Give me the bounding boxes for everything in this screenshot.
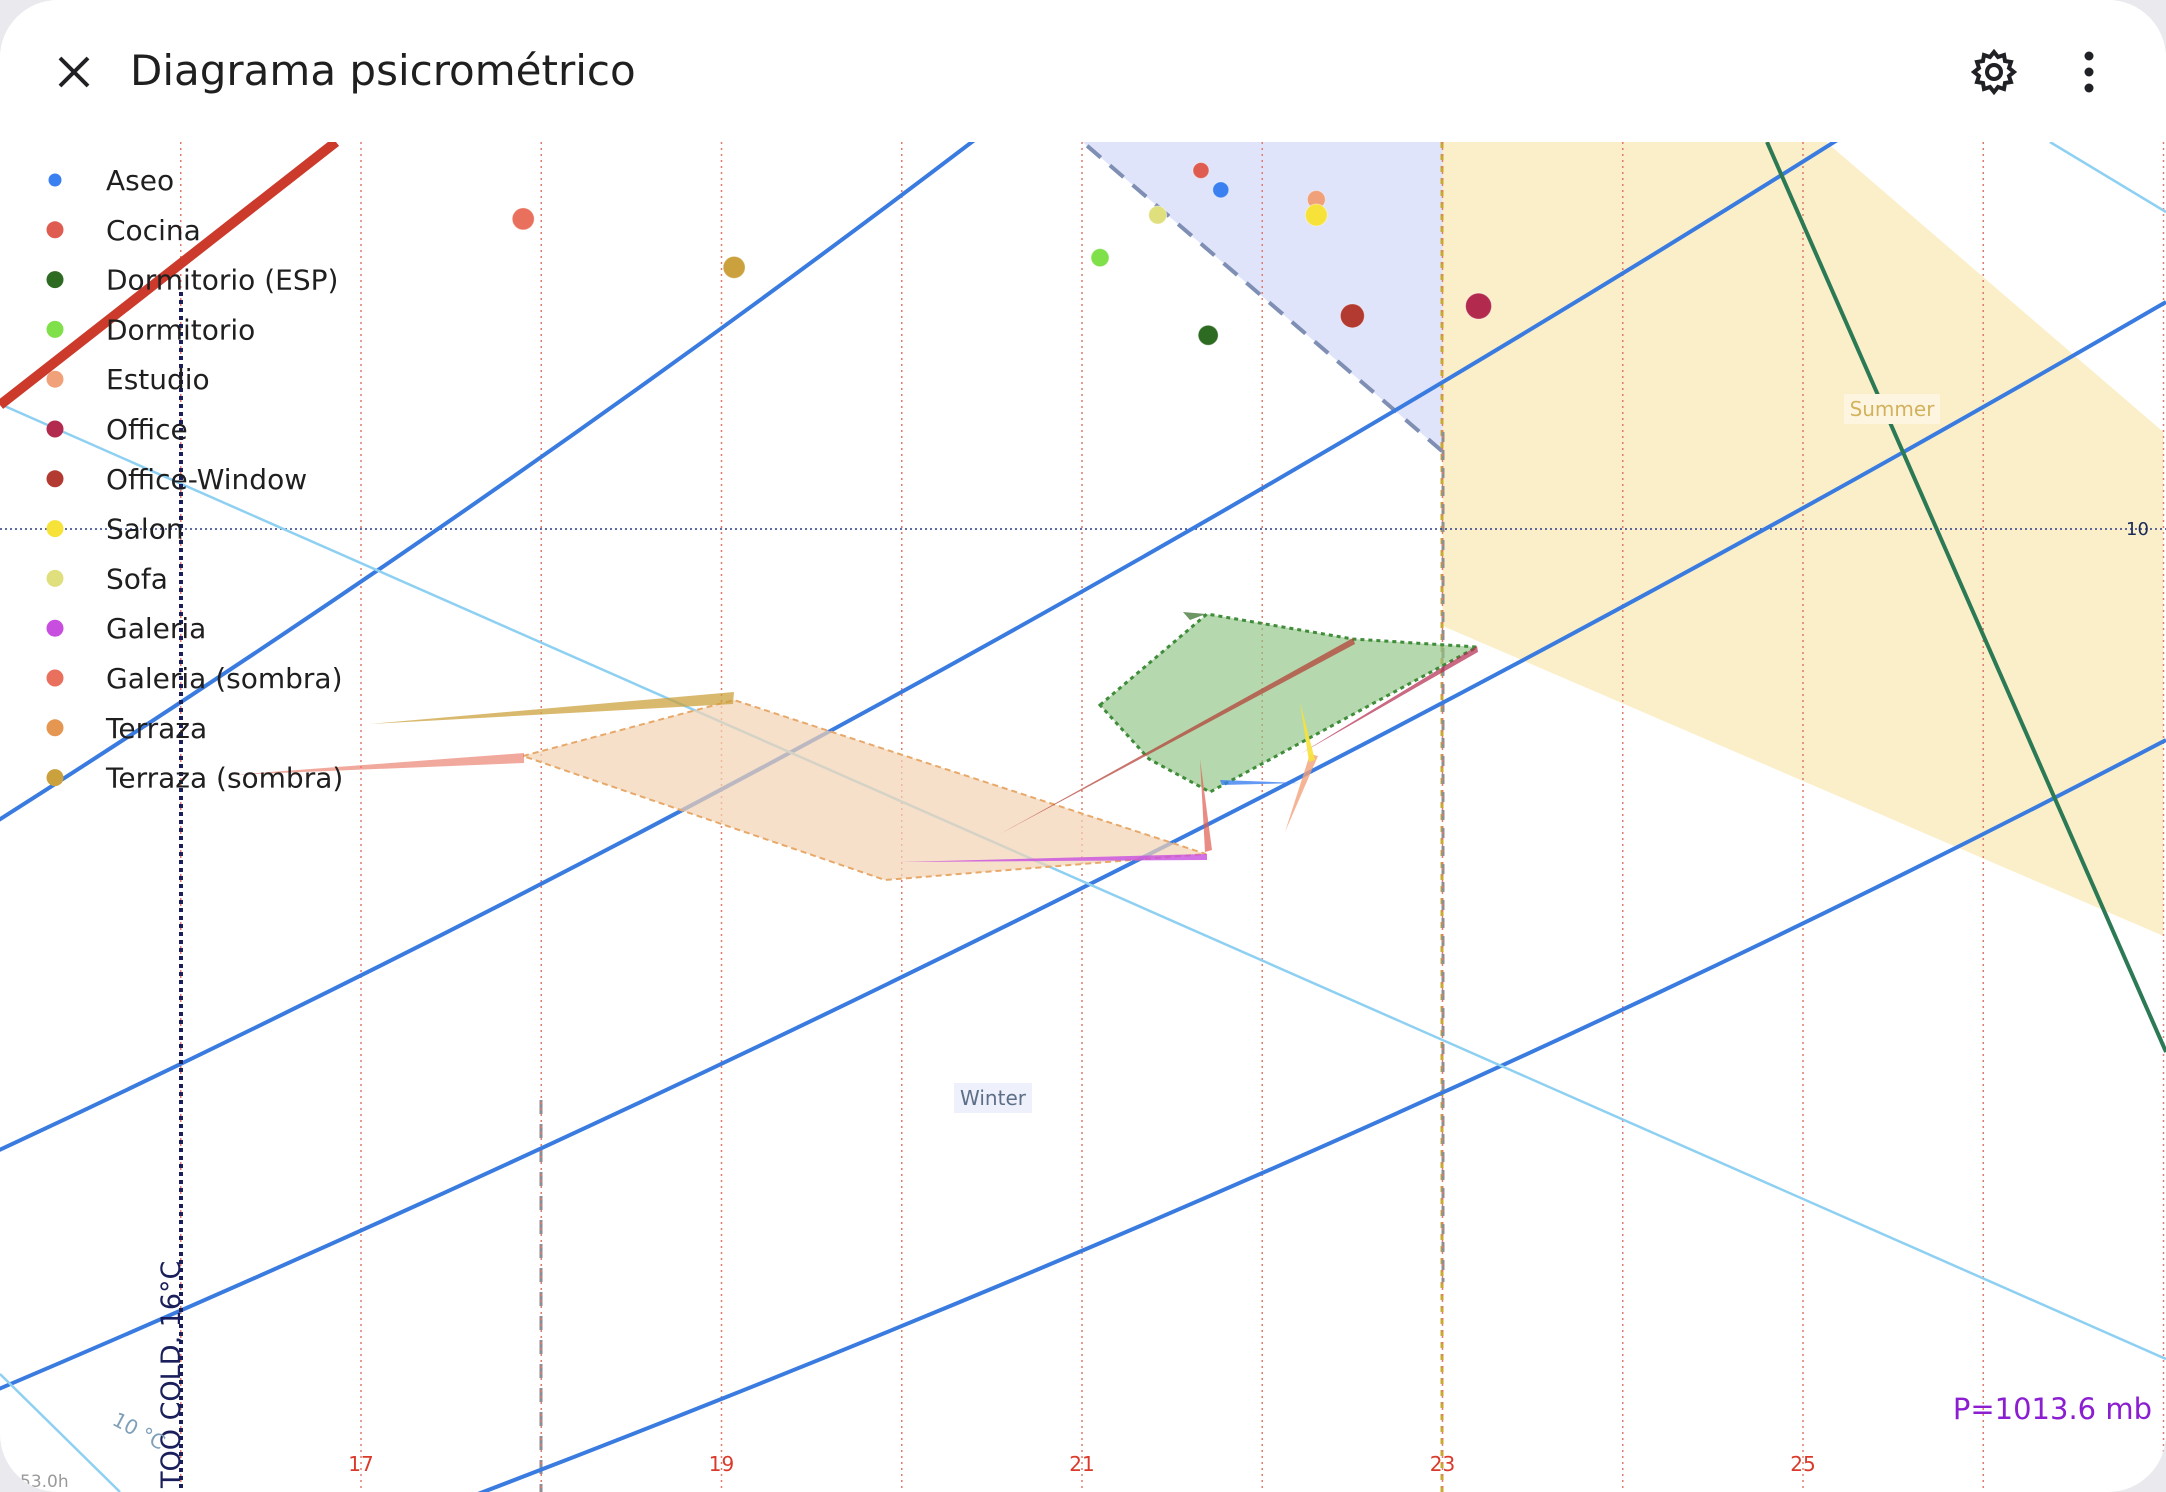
legend-marker [48,173,62,187]
legend-item[interactable]: Terraza [46,712,208,745]
legend-label: Terraza (sombra) [105,762,343,795]
enthalpy-line [0,1373,121,1492]
legend-item[interactable]: Salon [46,513,184,546]
legend-marker [46,271,64,289]
terrace-cluster [519,698,1207,882]
y-tick-labels: 7.510 [2126,519,2149,540]
enthalpy-line [0,402,2166,1361]
data-point[interactable] [1304,203,1328,227]
gear-icon [1971,49,2017,95]
enthalpy-lines [0,142,2166,1492]
interior-cluster [1097,612,1483,794]
legend-label: Estudio [106,363,210,396]
x-tick-labels: 17 19 21 23 25 [348,1452,1815,1476]
legend-item[interactable]: Galeria (sombra) [46,662,343,695]
legend-item[interactable]: Cocina [46,214,201,247]
point-trails [230,612,1478,862]
legend-label: Aseo [106,164,174,197]
rh-curve [0,142,1838,1152]
x-tick-label: 23 [1430,1452,1455,1476]
enthalpy-line [2049,142,2166,214]
chart-legend[interactable]: Aseo Cocina Dormitorio (ESP) Dormitorio Estu… [46,164,344,795]
data-point[interactable] [1339,303,1365,329]
rh-curve [0,300,2166,1391]
legend-item[interactable]: Sofa [46,562,168,595]
data-point[interactable] [1192,161,1210,179]
legend-item[interactable]: Aseo [48,164,175,197]
x-tick-label: 21 [1069,1452,1094,1476]
close-button[interactable] [38,36,110,108]
winter-label-bg [954,1083,1032,1113]
relative-humidity-curves [0,142,2166,1492]
more-vertical-icon [2084,51,2094,93]
app-bar: Diagrama psicrométrico [0,0,2166,142]
legend-label: Galeria (sombra) [106,662,343,695]
page-title: Diagrama psicrométrico [130,46,636,95]
data-point[interactable] [1212,181,1230,199]
legend-label: Terraza [105,712,207,745]
legend-item[interactable]: Terraza (sombra) [46,762,344,795]
legend-marker [46,320,64,338]
legend-label: Galeria [106,612,206,645]
summer-label: Summer [1850,397,1936,421]
saturation-line [0,142,340,409]
summer-label-bg [1844,394,1940,424]
winter-label: Winter [960,1086,1027,1110]
x-tick-label: 19 [709,1452,734,1476]
more-options-button[interactable] [2053,36,2125,108]
data-point[interactable] [511,207,535,231]
legend-label: Salon [106,513,184,546]
legend-label: Sofa [106,562,168,595]
legend-label: Cocina [106,214,201,247]
legend-item[interactable]: Dormitorio (ESP) [46,264,339,297]
settings-button[interactable] [1958,36,2030,108]
y-tick-label: 10 [2126,519,2149,540]
rh-curve [0,142,976,822]
data-point[interactable] [1197,324,1219,346]
legend-marker [46,769,64,787]
legend-label: Dormitorio (ESP) [106,264,338,297]
legend-marker [46,370,64,388]
legend-marker [46,719,64,737]
summer-limit-line [1765,142,2166,1053]
legend-marker [46,669,64,687]
legend-marker [46,569,64,587]
close-icon [58,56,90,88]
winter-zone-upper-edge [1079,142,1444,454]
time-label: 53.0h [20,1472,69,1492]
data-points [511,161,1493,346]
data-point[interactable] [1148,205,1168,225]
rh-curve [477,738,2166,1492]
winter-zone [1082,142,1443,452]
legend-label: Office-Window [106,463,307,496]
x-tick-label: 25 [1790,1452,1815,1476]
legend-item[interactable]: Office [46,413,188,446]
psychrometric-chart[interactable]: Winter Summer 17 19 21 23 25 7.510 TOO COLD,… [0,142,2166,1492]
x-tick-label: 17 [348,1452,373,1476]
pressure-label: P=1013.6 mb [1953,1392,2152,1426]
legend-marker [46,420,64,438]
legend-item[interactable]: Estudio [46,363,210,396]
legend-label: Office [106,413,188,446]
legend-marker [46,221,64,239]
legend-marker [46,520,64,538]
legend-item[interactable]: Dormitorio [46,313,256,346]
data-point[interactable] [722,255,746,279]
legend-item[interactable]: Office-Window [46,463,308,496]
data-point[interactable] [1465,292,1493,320]
legend-marker [46,470,64,488]
too-cold-label: TOO COLD, 16°C [156,1261,187,1489]
legend-label: Dormitorio [106,313,255,346]
legend-item[interactable]: Galeria [46,612,207,645]
legend-marker [46,619,64,637]
data-point[interactable] [1090,248,1110,268]
humidity-gridlines [0,528,2166,530]
